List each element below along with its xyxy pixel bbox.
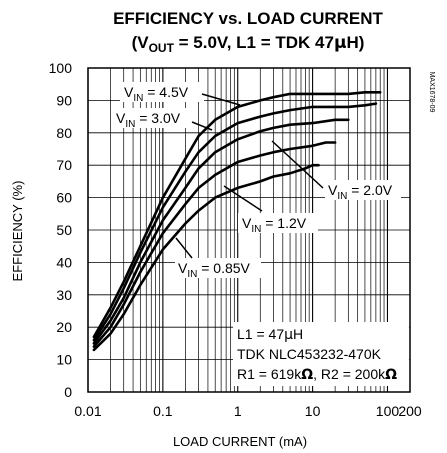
svg-text:VIN = 0.85V: VIN = 0.85V (178, 260, 251, 280)
series-label-4v5: VIN = 4.5V (120, 82, 241, 106)
figure-id: MAX1678-09 (428, 72, 435, 113)
svg-text:VIN = 4.5V: VIN = 4.5V (124, 84, 189, 104)
plot-frame (87, 67, 411, 393)
svg-text:VIN = 3.0V: VIN = 3.0V (116, 110, 181, 130)
series-line-0 (92, 91, 382, 339)
y-tick-label: 30 (56, 287, 72, 303)
svg-text:VIN = 2.0V: VIN = 2.0V (328, 182, 393, 202)
subtitle-prefix: (V (132, 33, 150, 52)
y-tick-label: 0 (64, 384, 72, 400)
y-tick-label: 40 (56, 254, 72, 270)
series-label-0v85: VIN = 0.85V (175, 237, 261, 280)
svg-text:TDK NLC453232-470K: TDK NLC453232-470K (237, 346, 382, 362)
subtitle-mu: µ (334, 33, 347, 53)
series-label-1v2: VIN = 1.2V (223, 185, 318, 235)
subtitle-rest: = 5.0V, L1 = TDK 47 (174, 33, 334, 52)
series-label-3v0: VIN = 3.0V (112, 108, 213, 131)
chart-title: EFFICIENCY vs. LOAD CURRENT (113, 9, 383, 28)
y-tick-label: 10 (56, 352, 72, 368)
y-tick-label: 90 (56, 92, 72, 108)
x-tick-label: 200 (398, 403, 422, 419)
x-tick-label: 0.01 (74, 403, 101, 419)
x-tick-label: 0.1 (153, 403, 173, 419)
y-tick-label: 20 (56, 319, 72, 335)
series-line-3 (92, 141, 337, 348)
component-annotation: L1 = 47µH TDK NLC453232-470K R1 = 619kΩ,… (233, 322, 409, 386)
series-label-2v0: VIN = 2.0V (271, 140, 401, 202)
subtitle-end: H) (346, 33, 364, 52)
y-tick-labels: 0 10 20 30 40 50 60 70 80 90 100 (49, 60, 73, 400)
y-tick-label: 80 (56, 125, 72, 141)
y-tick-label: 100 (49, 60, 73, 76)
x-tick-labels: 0.01 0.1 1 10 100 200 (74, 403, 422, 419)
x-tick-label: 1 (234, 403, 242, 419)
series-line-4 (92, 163, 320, 352)
y-tick-label: 60 (56, 190, 72, 206)
series-line-2 (92, 118, 350, 345)
x-axis-label: LOAD CURRENT (mA) (173, 434, 307, 449)
x-tick-label: 10 (305, 403, 321, 419)
y-axis-label: EFFICIENCY (%) (10, 181, 25, 282)
y-tick-label: 50 (56, 222, 72, 238)
y-tick-label: 70 (56, 157, 72, 173)
chart-subtitle: (VOUT = 5.0V, L1 = TDK 47µH) (132, 33, 365, 55)
svg-text:R1 = 619kΩ, R2 = 200kΩ: R1 = 619kΩ, R2 = 200kΩ (237, 366, 397, 383)
svg-text:VIN = 1.2V: VIN = 1.2V (242, 215, 307, 235)
x-tick-label: 100 (376, 403, 400, 419)
subtitle-sub: OUT (149, 41, 175, 55)
svg-text:L1 = 47µH: L1 = 47µH (237, 326, 303, 343)
series-line-1 (92, 102, 378, 342)
curves (92, 91, 382, 352)
